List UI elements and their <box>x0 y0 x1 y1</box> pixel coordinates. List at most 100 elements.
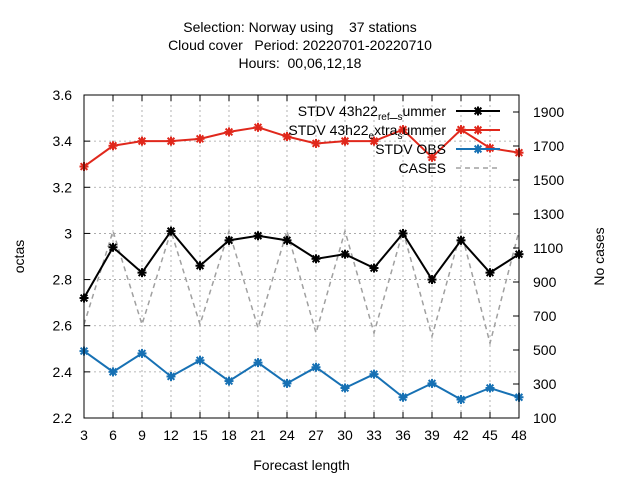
data-point <box>137 136 147 146</box>
data-point <box>340 383 350 393</box>
x-tick-label: 30 <box>337 427 353 443</box>
y2-axis-label: No cases <box>591 227 607 285</box>
data-point <box>137 348 147 358</box>
data-point <box>311 362 321 372</box>
plot-frame <box>83 94 520 419</box>
data-point <box>456 235 466 245</box>
series-line <box>83 229 520 299</box>
series-stdv-43h22-ref-summer <box>79 226 524 303</box>
y2-tick-label: 100 <box>533 410 557 426</box>
data-point <box>282 235 292 245</box>
y2-tick-label: 1100 <box>533 240 563 256</box>
data-point <box>427 152 437 162</box>
series-line <box>83 126 520 168</box>
y-tick-label: 2.2 <box>53 410 73 426</box>
y-tick-label: 3 <box>64 225 72 241</box>
x-tick-label: 33 <box>366 427 382 443</box>
series-cases <box>83 228 520 347</box>
series-stdv-obs <box>79 346 524 405</box>
x-tick-label: 9 <box>138 427 146 443</box>
data-point <box>195 261 205 271</box>
y2-tick-label: 700 <box>533 308 557 324</box>
series-line <box>83 228 520 347</box>
data-point <box>398 125 408 135</box>
x-tick-label: 21 <box>250 427 266 443</box>
data-point <box>108 367 118 377</box>
data-point <box>224 127 234 137</box>
y-tick-label: 3.2 <box>53 179 73 195</box>
axes: 3 6 9 12 15 18 21 24 27 30 33 36 39 42 45 482.22.42.62.… <box>53 87 565 443</box>
legend-entry-cases: CASES <box>399 160 500 176</box>
y2-tick-label: 900 <box>533 274 557 290</box>
data-point <box>253 122 263 132</box>
data-point <box>369 263 379 273</box>
data-point <box>369 369 379 379</box>
data-point <box>427 275 437 285</box>
x-tick-label: 18 <box>221 427 237 443</box>
data-point <box>224 235 234 245</box>
x-tick-label: 27 <box>308 427 324 443</box>
data-point <box>253 231 263 241</box>
data-point <box>108 242 118 252</box>
x-tick-label: 39 <box>424 427 440 443</box>
data-point <box>311 138 321 148</box>
y-tick-label: 3.6 <box>53 87 73 103</box>
x-tick-label: 24 <box>279 427 295 443</box>
y-axis-label: octas <box>11 240 27 273</box>
legend-entry-stdv-43h22-ref-summer: STDV 43h22ref_summer <box>298 103 500 123</box>
data-point <box>195 355 205 365</box>
x-tick-label: 42 <box>453 427 469 443</box>
legend-label: CASES <box>399 160 446 176</box>
legend-marker <box>473 125 483 135</box>
data-point <box>166 371 176 381</box>
data-point <box>253 358 263 368</box>
chart-title: Selection: Norway using 37 stations Cloud… <box>168 19 432 71</box>
data-point <box>166 136 176 146</box>
x-axis-label: Forecast length <box>253 457 350 473</box>
data-point <box>108 141 118 151</box>
data-point <box>485 383 495 393</box>
y-tick-label: 2.8 <box>53 272 73 288</box>
y2-tick-label: 300 <box>533 376 557 392</box>
data-point <box>311 254 321 264</box>
data-point <box>282 132 292 142</box>
series-layer <box>79 122 524 405</box>
x-tick-label: 45 <box>482 427 498 443</box>
data-point <box>340 136 350 146</box>
x-tick-label: 6 <box>109 427 117 443</box>
title-line: Cloud cover Period: 20220701-20220710 <box>168 37 432 53</box>
y2-tick-label: 1500 <box>533 172 564 188</box>
legend-marker <box>473 106 483 116</box>
x-tick-label: 12 <box>163 427 179 443</box>
title-line: Selection: Norway using 37 stations <box>183 19 416 35</box>
x-tick-label: 36 <box>395 427 411 443</box>
legend-label: STDV 43h22ref_summer <box>298 103 447 123</box>
data-point <box>224 376 234 386</box>
x-tick-label: 15 <box>192 427 208 443</box>
legend-label: STDV OBS <box>375 141 446 157</box>
y-tick-label: 2.6 <box>53 318 73 334</box>
y-tick-label: 2.4 <box>53 364 73 380</box>
title-line: Hours: 00,06,12,18 <box>239 55 362 71</box>
data-point <box>282 378 292 388</box>
legend-label: STDV 43h22extrasummer <box>288 122 446 142</box>
data-point <box>369 136 379 146</box>
data-point <box>137 268 147 278</box>
data-point <box>398 228 408 238</box>
legend-entry-stdv-43h22-extra-summer: STDV 43h22extrasummer <box>288 122 500 142</box>
y2-tick-label: 1700 <box>533 138 564 154</box>
data-point <box>427 378 437 388</box>
y2-tick-label: 500 <box>533 342 557 358</box>
data-point <box>166 226 176 236</box>
y2-tick-label: 1300 <box>533 206 564 222</box>
data-point <box>485 268 495 278</box>
data-point <box>456 395 466 405</box>
y2-tick-label: 1900 <box>533 104 564 120</box>
data-point <box>195 134 205 144</box>
x-tick-label: 48 <box>511 427 527 443</box>
x-tick-label: 3 <box>80 427 88 443</box>
data-point <box>340 249 350 259</box>
data-point <box>398 392 408 402</box>
